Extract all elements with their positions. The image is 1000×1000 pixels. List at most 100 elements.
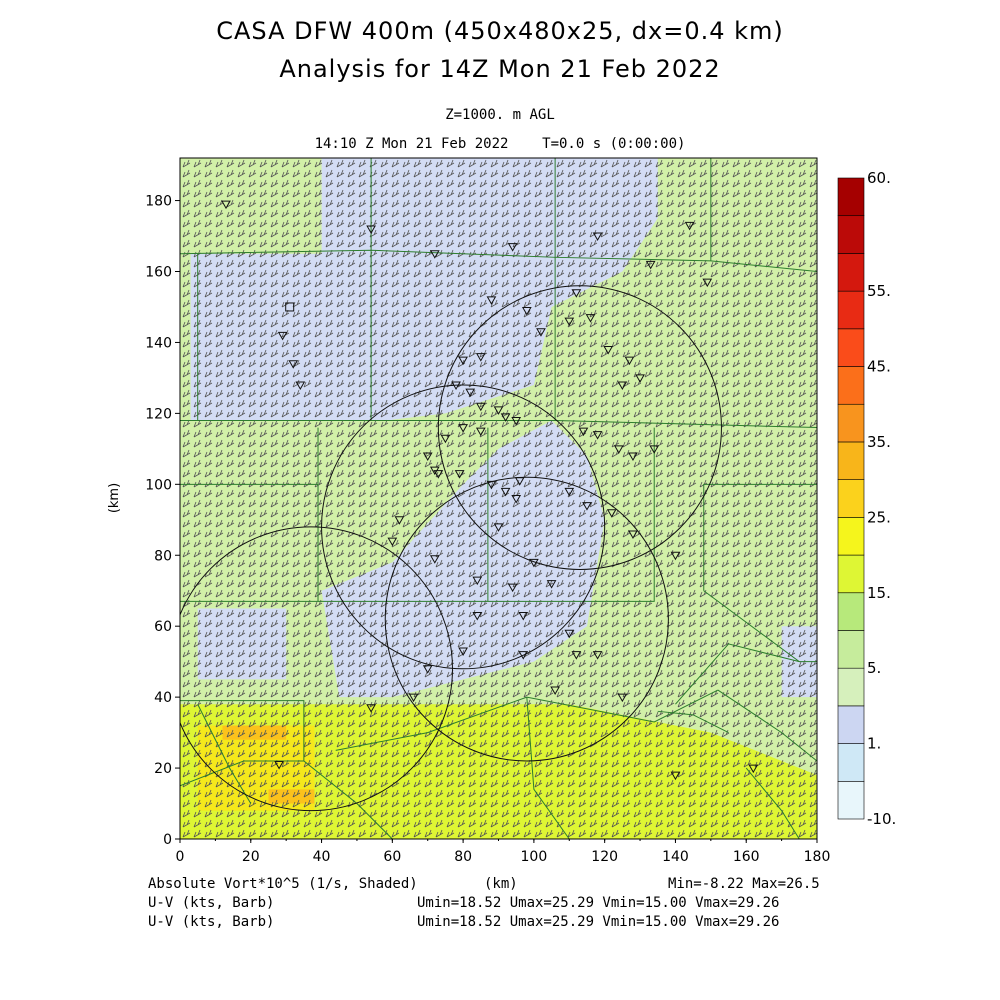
- station-marker: [536, 328, 546, 337]
- station-marker: [422, 665, 433, 674]
- x-tick-label: 40: [313, 849, 331, 865]
- colorbar-swatch: [837, 630, 865, 669]
- station-marker: [472, 576, 483, 586]
- station-marker: [458, 424, 468, 433]
- station-marker: [507, 583, 518, 593]
- station-marker: [422, 452, 433, 461]
- station-marker: [592, 431, 603, 440]
- station-marker: [295, 381, 306, 391]
- colorbar-label: 35.: [867, 433, 891, 451]
- station-marker: [521, 307, 532, 316]
- station-marker: [433, 470, 444, 479]
- station-marker: [493, 406, 504, 415]
- station-marker: [702, 278, 713, 288]
- x-tick-label: 20: [242, 849, 260, 865]
- wind-barbs: [182, 159, 817, 838]
- station-marker: [578, 427, 589, 437]
- shaded-field-label: Absolute Vort*10^5 (1/s, Shaded): [148, 876, 418, 892]
- x-tick-label: 140: [662, 849, 689, 865]
- station-marker: [645, 260, 656, 270]
- station-marker: [628, 530, 638, 539]
- station-markers: [221, 200, 759, 781]
- colorbar-label: 45.: [867, 358, 891, 376]
- y-axis-label: (km): [107, 483, 122, 513]
- colorbar-swatch: [837, 177, 865, 217]
- station-marker: [684, 221, 695, 231]
- station-marker: [518, 612, 529, 621]
- station-marker: [571, 651, 582, 660]
- station-marker: [529, 558, 539, 568]
- station-marker: [670, 551, 681, 561]
- x-tick-label: 80: [454, 849, 472, 865]
- station-marker: [454, 470, 465, 479]
- x-tick-label: 160: [733, 849, 760, 865]
- axes: 0 20 40 60 80 100 120 140 160 180 0 20 40 60 80 100 120 1…: [107, 194, 830, 865]
- station-marker: [592, 232, 603, 242]
- radar-ring-4: [180, 526, 453, 812]
- region-south-west: [197, 608, 287, 680]
- colorbar-label: 15.: [867, 584, 891, 602]
- station-marker: [475, 353, 486, 362]
- station-marker: [500, 413, 511, 422]
- station-marker: [592, 651, 603, 660]
- colorbar-swatch: [837, 554, 865, 594]
- station-marker: [511, 495, 522, 504]
- y-tick-label: 140: [145, 335, 172, 351]
- colorbar: -10. 1. 5. 15. 25. 35. 45. 55. 60.: [837, 169, 896, 828]
- station-marker: [440, 434, 451, 444]
- station-marker: [624, 356, 635, 366]
- station-marker: [670, 771, 681, 781]
- station-marker: [221, 200, 231, 210]
- station-marker: [649, 445, 660, 454]
- station-marker: [458, 647, 468, 657]
- colorbar-swatch: [837, 479, 865, 518]
- station-marker: [486, 296, 497, 305]
- x-tick-label: 0: [176, 849, 185, 865]
- colorbar-swatch: [837, 743, 865, 782]
- station-marker: [571, 289, 582, 298]
- station-marker: [429, 466, 440, 476]
- station-marker: [387, 537, 398, 547]
- x-tick-label: 60: [383, 849, 401, 865]
- station-marker: [585, 314, 596, 323]
- station-marker: [493, 523, 504, 532]
- colorbar-swatch: [837, 403, 865, 443]
- y-tick-label: 0: [163, 832, 172, 848]
- valid-time-label: 14:10 Z Mon 21 Feb 2022 T=0.0 s (0:00:00…: [314, 136, 686, 152]
- station-marker: [514, 477, 525, 486]
- colorbar-swatch: [837, 328, 865, 367]
- station-marker: [617, 693, 628, 703]
- region-hotspot-2: [268, 789, 315, 804]
- station-marker: [748, 764, 759, 774]
- station-marker: [564, 629, 575, 639]
- station-marker: [475, 427, 486, 437]
- station-marker: [511, 416, 522, 426]
- station-marker: [507, 243, 518, 252]
- barb1-label: U-V (kts, Barb): [148, 895, 275, 911]
- station-marker: [613, 445, 624, 454]
- station-marker: [550, 686, 560, 696]
- region-center: [321, 420, 605, 698]
- barb2-stats: Umin=18.52 Umax=25.29 Vmin=15.00 Vmax=29…: [417, 914, 780, 930]
- radar-ring-3: [384, 476, 669, 762]
- plot-area: [180, 158, 817, 839]
- station-marker: [408, 693, 419, 703]
- y-tick-label: 100: [145, 477, 172, 493]
- colorbar-swatch: [837, 780, 865, 820]
- y-tick-label: 80: [154, 548, 172, 564]
- station-marker: [429, 250, 440, 259]
- x-tick-label: 100: [521, 849, 548, 865]
- station-marker: [472, 612, 483, 621]
- x-unit-label: (km): [484, 876, 518, 892]
- colorbar-swatch: [837, 215, 865, 254]
- level-label: Z=1000. m AGL: [445, 107, 555, 123]
- colorbar-label: -10.: [867, 810, 896, 828]
- station-marker: [518, 651, 529, 660]
- y-tick-label: 160: [145, 265, 172, 281]
- station-marker: [429, 555, 440, 564]
- station-marker: [564, 317, 575, 327]
- barb1-stats: Umin=18.52 Umax=25.29 Vmin=15.00 Vmax=29…: [417, 895, 780, 911]
- x-tick-label: 120: [591, 849, 618, 865]
- station-marker: [617, 381, 628, 391]
